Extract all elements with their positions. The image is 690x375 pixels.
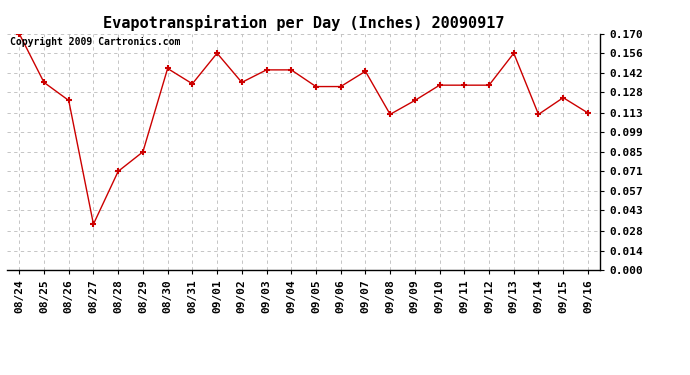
Title: Evapotranspiration per Day (Inches) 20090917: Evapotranspiration per Day (Inches) 2009…	[103, 15, 504, 31]
Text: Copyright 2009 Cartronics.com: Copyright 2009 Cartronics.com	[10, 37, 180, 47]
